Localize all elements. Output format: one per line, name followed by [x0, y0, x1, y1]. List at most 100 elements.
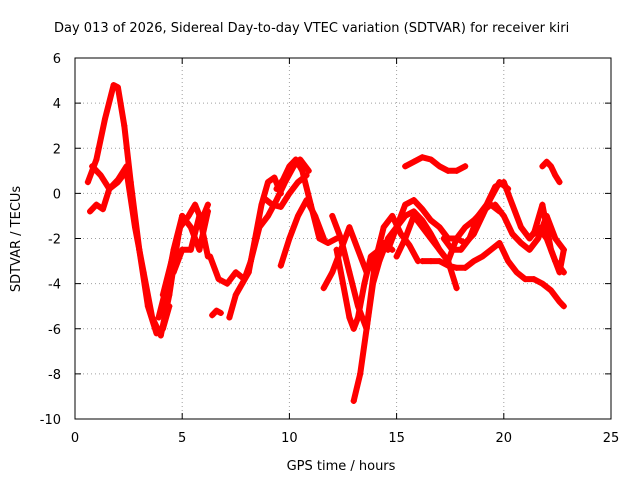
data-point	[389, 212, 396, 219]
series-track-06	[170, 212, 211, 276]
data-point	[179, 246, 186, 253]
data-point	[453, 285, 460, 292]
data-point	[217, 309, 224, 316]
data-point	[419, 224, 426, 231]
y-tick-label: 2	[53, 142, 61, 157]
data-point	[436, 258, 443, 265]
data-point	[453, 167, 460, 174]
data-point	[333, 246, 340, 253]
data-point	[509, 230, 516, 237]
series-track-20	[419, 240, 567, 310]
data-point	[187, 224, 194, 231]
data-point	[556, 298, 563, 305]
data-point	[157, 332, 164, 339]
data-point	[419, 154, 426, 161]
data-point	[397, 230, 404, 237]
data-point	[560, 246, 567, 253]
data-point	[445, 167, 452, 174]
data-point	[449, 246, 456, 253]
series-track-11	[273, 156, 340, 247]
data-point	[376, 258, 383, 265]
x-tick-label: 25	[603, 431, 620, 446]
data-point	[196, 246, 203, 253]
data-point	[427, 235, 434, 242]
data-point	[466, 235, 473, 242]
data-point	[361, 280, 368, 287]
data-point	[179, 212, 186, 219]
data-point	[286, 235, 293, 242]
series-track-18	[402, 154, 469, 174]
data-point	[522, 276, 529, 283]
series-track-09	[226, 174, 284, 321]
data-point	[517, 240, 524, 247]
data-point	[277, 190, 284, 197]
data-point	[196, 212, 203, 219]
series-track-23	[539, 158, 563, 186]
y-tick-label: -4	[48, 278, 61, 293]
data-point	[89, 163, 96, 170]
data-point	[363, 325, 370, 332]
data-point	[556, 179, 563, 186]
data-point	[245, 269, 252, 276]
data-point	[496, 240, 503, 247]
data-point	[475, 212, 482, 219]
data-point	[106, 185, 113, 192]
data-point	[337, 235, 344, 242]
data-point	[530, 276, 537, 283]
data-point	[159, 291, 166, 298]
data-point	[539, 163, 546, 170]
data-point	[357, 370, 364, 377]
y-axis-ticks: -10 -8 -6 -4 -2 0 2 4 6	[40, 52, 611, 428]
x-tick-label: 15	[388, 431, 405, 446]
data-point	[192, 201, 199, 208]
data-point	[329, 269, 336, 276]
data-series	[84, 82, 567, 404]
data-point	[547, 287, 554, 294]
data-point	[209, 312, 216, 319]
data-point	[355, 246, 362, 253]
data-point	[539, 280, 546, 287]
data-point	[530, 230, 537, 237]
data-point	[370, 280, 377, 287]
data-point	[102, 115, 109, 122]
data-point	[350, 325, 357, 332]
data-point	[410, 212, 417, 219]
data-point	[500, 179, 507, 186]
data-point	[517, 224, 524, 231]
data-point	[543, 158, 550, 165]
data-point	[324, 240, 331, 247]
data-point	[427, 217, 434, 224]
data-point	[457, 246, 464, 253]
data-point	[170, 269, 177, 276]
x-axis-ticks: 0 5 10 15 20 25	[71, 58, 619, 446]
data-point	[155, 314, 162, 321]
data-point	[462, 163, 469, 170]
data-point	[346, 224, 353, 231]
data-point	[232, 269, 239, 276]
data-point	[215, 276, 222, 283]
data-point	[380, 224, 387, 231]
data-point	[479, 253, 486, 260]
data-point	[226, 314, 233, 321]
data-point	[462, 224, 469, 231]
data-point	[402, 235, 409, 242]
data-point	[346, 314, 353, 321]
data-point	[224, 280, 231, 287]
data-point	[93, 156, 100, 163]
series-track-07	[209, 307, 224, 319]
data-point	[286, 190, 293, 197]
data-point	[277, 203, 284, 210]
data-point	[487, 246, 494, 253]
data-point	[84, 179, 91, 186]
data-point	[264, 212, 271, 219]
data-point	[385, 246, 392, 253]
data-point	[419, 206, 426, 213]
data-point	[419, 258, 426, 265]
data-point	[560, 303, 567, 310]
data-point	[294, 212, 301, 219]
data-point	[316, 235, 323, 242]
series-track-03	[87, 163, 130, 215]
y-tick-label: -8	[48, 368, 61, 383]
data-point	[410, 197, 417, 204]
